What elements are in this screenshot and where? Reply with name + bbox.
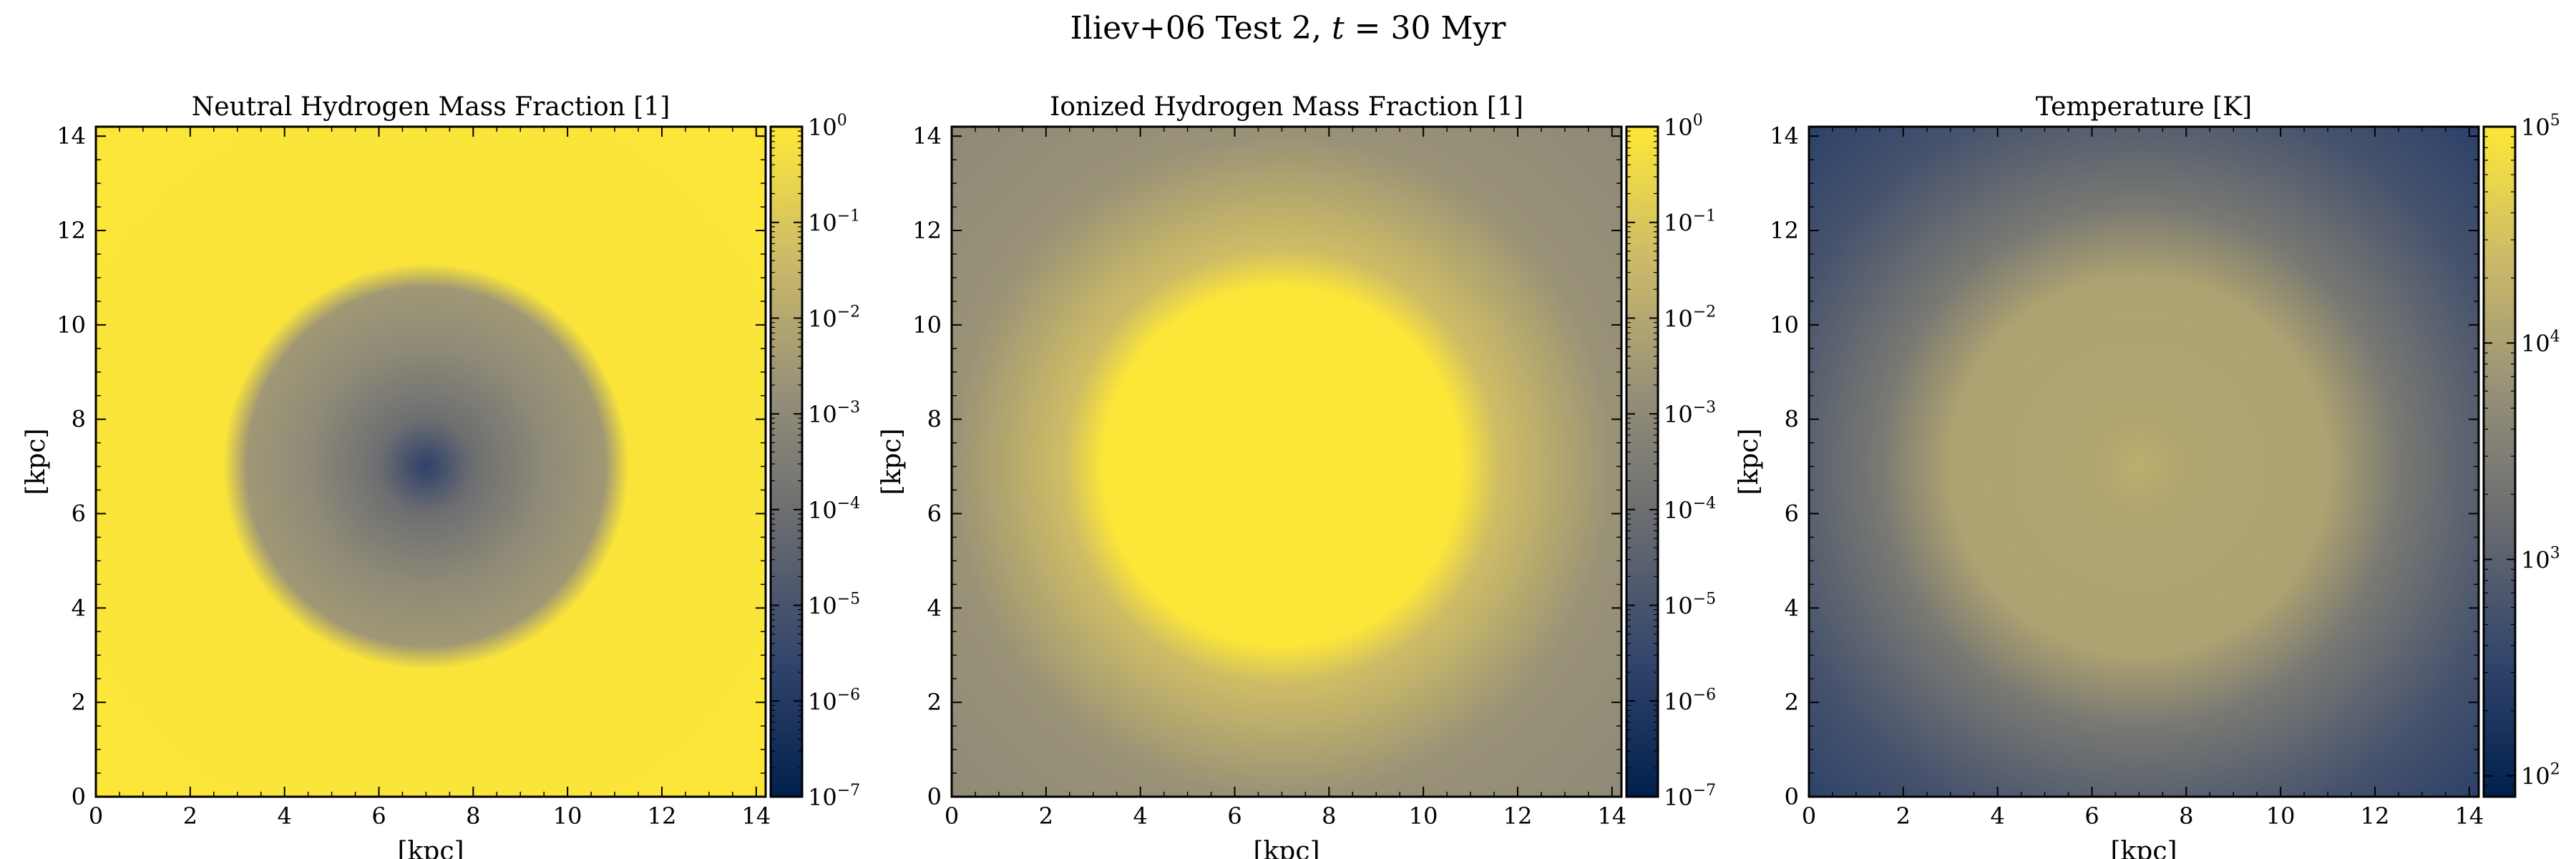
colorbar-tick-label: 10−2	[1664, 303, 1716, 332]
colorbar-tick-label: 10−3	[808, 399, 860, 428]
colorbar-tick-label: 102	[2521, 761, 2560, 790]
colorbar-tick-label: 104	[2521, 328, 2560, 357]
y-tick-label: 8	[927, 406, 942, 433]
colorbar-tick-label: 10−3	[1664, 399, 1716, 428]
x-tick-label: 0	[1802, 802, 1816, 830]
heatmap-image	[96, 127, 766, 797]
colorbar-tick-label: 10−7	[808, 782, 860, 811]
y-tick-label: 12	[912, 217, 942, 244]
x-tick-label: 0	[89, 802, 103, 830]
colorbar-tick-label: 10−5	[808, 591, 860, 620]
y-tick-label: 10	[57, 311, 86, 339]
colorbar-tick-label: 10−7	[1664, 782, 1716, 811]
y-tick-label: 0	[1785, 783, 1799, 810]
colorbar-tick-label: 10−1	[808, 208, 860, 237]
x-tick-label: 2	[1896, 802, 1911, 830]
colorbar-tick-label: 10−6	[1664, 686, 1716, 715]
colorbar-tick-label: 10−1	[1664, 208, 1716, 237]
x-tick-label: 12	[2361, 802, 2390, 830]
colorbar-tick-label: 10−4	[1664, 495, 1716, 524]
x-tick-label: 14	[1597, 802, 1626, 830]
y-tick-label: 12	[1770, 217, 1799, 244]
axes-frame	[950, 125, 1623, 798]
y-tick-label: 14	[1770, 122, 1799, 150]
x-axis-label: [kpc]	[1253, 837, 1319, 859]
x-tick-label: 10	[1409, 802, 1438, 830]
y-tick-label: 8	[1785, 406, 1799, 433]
y-tick-label: 2	[1785, 689, 1799, 716]
y-tick-label: 4	[927, 594, 942, 621]
y-tick-label: 6	[927, 500, 942, 528]
colorbar	[1626, 127, 1658, 797]
colorbar-tick-label: 10−5	[1664, 591, 1716, 620]
panel-title: Temperature [K]	[2036, 92, 2252, 122]
y-tick-label: 4	[72, 594, 86, 621]
y-tick-label: 10	[1770, 311, 1799, 339]
x-tick-label: 4	[1133, 802, 1147, 830]
x-tick-label: 8	[1322, 802, 1336, 830]
y-tick-label: 0	[72, 783, 86, 810]
heatmap-image	[1809, 127, 2479, 797]
x-tick-label: 8	[466, 802, 480, 830]
colorbar-frame	[769, 125, 804, 798]
colorbar-tick-label: 100	[808, 112, 847, 141]
panel-neutral-hydrogen: Neutral Hydrogen Mass Fraction [1] 0 2 4 6 8 1…	[21, 92, 860, 859]
panel-title: Neutral Hydrogen Mass Fraction [1]	[192, 92, 670, 122]
x-tick-label: 4	[277, 802, 291, 830]
axes-frame	[1807, 125, 2480, 798]
colorbar-tick-label: 103	[2521, 544, 2560, 573]
y-tick-label: 14	[912, 122, 942, 150]
x-tick-label: 10	[553, 802, 582, 830]
colorbar-tick-label: 10−6	[808, 686, 860, 715]
x-tick-label: 6	[1227, 802, 1241, 830]
x-axis-label: [kpc]	[2110, 837, 2177, 859]
colorbar-frame	[2482, 125, 2517, 798]
colorbar	[2484, 127, 2515, 797]
x-tick-label: 8	[2179, 802, 2193, 830]
heatmap-image	[952, 127, 1621, 797]
y-tick-label: 14	[57, 122, 86, 150]
colorbar-tick-label: 105	[2521, 112, 2560, 141]
figure-title: Iliev+06 Test 2, t = 30 Myr	[1070, 10, 1507, 47]
panel-ionized-hydrogen: Ionized Hydrogen Mass Fraction [1] 0 2 4 6 8 1…	[877, 92, 1716, 859]
x-tick-label: 6	[371, 802, 386, 830]
y-tick-label: 12	[57, 217, 86, 244]
colorbar-tick-label: 100	[1664, 112, 1703, 141]
x-tick-label: 12	[1503, 802, 1533, 830]
y-axis-label: [kpc]	[1735, 428, 1764, 495]
y-tick-label: 6	[72, 500, 86, 528]
y-tick-label: 10	[912, 311, 942, 339]
x-tick-label: 0	[945, 802, 959, 830]
colorbar-tick-label: 10−4	[808, 495, 860, 524]
y-tick-label: 2	[927, 689, 942, 716]
x-tick-label: 14	[741, 802, 771, 830]
x-tick-label: 2	[1039, 802, 1053, 830]
colorbar-frame	[1625, 125, 1659, 798]
x-axis-label: [kpc]	[397, 837, 464, 859]
colorbar	[771, 127, 802, 797]
y-tick-label: 0	[927, 783, 942, 810]
y-axis-label: [kpc]	[21, 428, 51, 495]
y-tick-label: 8	[72, 406, 86, 433]
colorbar-tick-label: 10−2	[808, 303, 860, 332]
axes-frame	[94, 125, 767, 798]
y-tick-label: 6	[1785, 500, 1799, 528]
y-tick-label: 2	[72, 689, 86, 716]
x-tick-label: 10	[2266, 802, 2296, 830]
panel-title: Ionized Hydrogen Mass Fraction [1]	[1050, 92, 1523, 122]
panel-temperature: Temperature [K] 0 2 4 6 8 10 12 14 0 2 4 6 8 10 12 14 [kp…	[1735, 92, 2560, 859]
x-tick-label: 6	[2084, 802, 2099, 830]
x-tick-label: 2	[183, 802, 197, 830]
x-tick-label: 4	[1990, 802, 2004, 830]
y-tick-label: 4	[1785, 594, 1799, 621]
y-axis-label: [kpc]	[877, 428, 907, 495]
x-tick-label: 14	[2454, 802, 2484, 830]
x-tick-label: 12	[648, 802, 677, 830]
